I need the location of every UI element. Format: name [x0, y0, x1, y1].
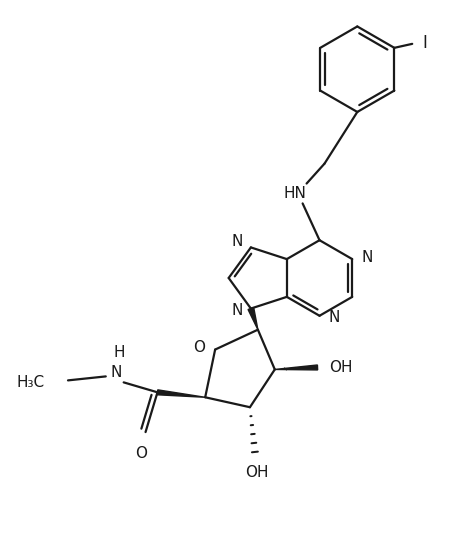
Text: N: N [360, 250, 372, 265]
Text: O: O [193, 340, 205, 355]
Polygon shape [248, 307, 258, 329]
Text: N: N [328, 310, 339, 325]
Polygon shape [157, 390, 205, 397]
Text: H₃C: H₃C [16, 375, 44, 390]
Text: N: N [231, 303, 242, 318]
Polygon shape [274, 365, 317, 370]
Text: HN: HN [283, 186, 306, 201]
Text: H: H [114, 345, 125, 360]
Text: OH: OH [245, 465, 268, 480]
Text: N: N [110, 365, 121, 380]
Text: O: O [135, 446, 147, 461]
Text: I: I [421, 34, 426, 52]
Text: N: N [231, 234, 242, 249]
Text: OH: OH [329, 360, 352, 375]
